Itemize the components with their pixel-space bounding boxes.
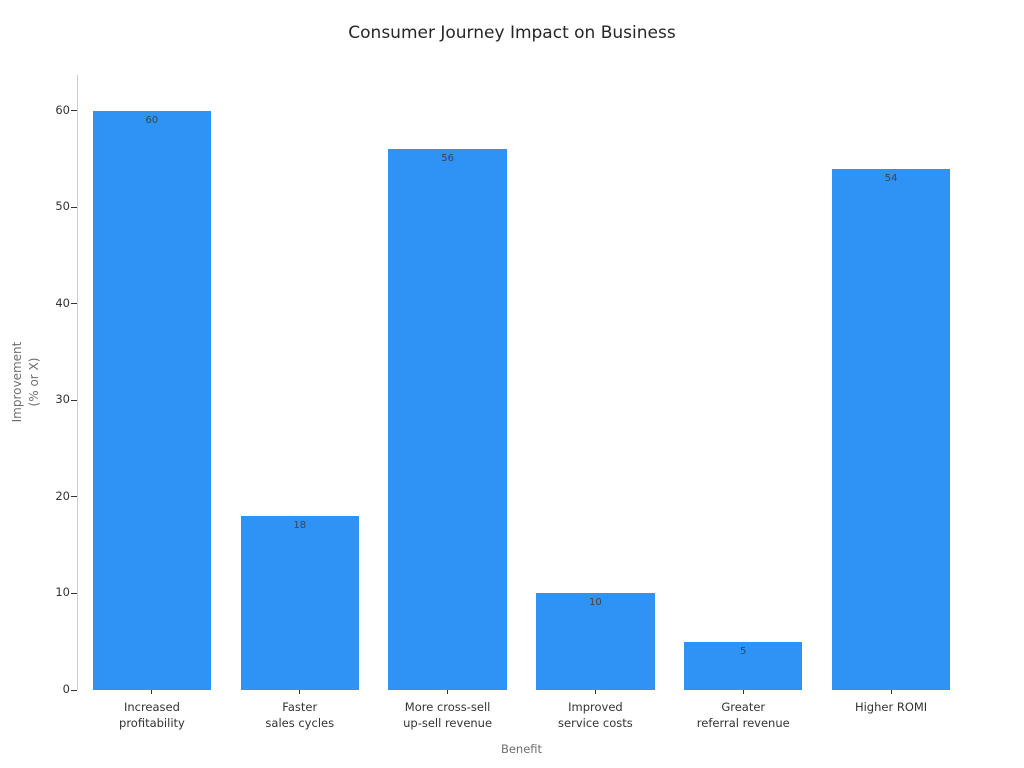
y-tick-mark [71,110,77,112]
x-tick-mark [447,690,449,694]
y-tick-mark [71,592,77,594]
y-tick-label: 40 [55,295,70,310]
bar-value-label: 10 [589,597,602,609]
bar-value-label: 56 [441,153,454,165]
y-tick-mark [71,689,77,691]
x-category-label: Increased profitability [67,700,237,731]
x-category-label-line: referral revenue [696,715,790,730]
x-category-label: Improved service costs [510,700,680,731]
bar [684,641,803,690]
x-category-label-line: sales cycles [265,715,335,730]
bar-value-label: 5 [740,645,747,657]
x-category-label-line: Increased [123,700,180,714]
x-category-label-line: Greater [721,700,766,714]
y-axis-label: Improvement (% or X) [9,342,43,423]
bar [831,168,951,690]
bar-value-label: 60 [145,114,159,126]
y-tick-label: 10 [55,585,70,600]
x-category-label-line: Higher ROMI [854,700,928,714]
x-category-label: Faster sales cycles [215,700,385,731]
x-category-label-line: Improved [568,700,623,714]
plot-area: 0 10 20 30 40 50 60 60 Increased profitability 18 F… [55,75,965,730]
x-category-label-line: Faster [282,700,318,714]
bar [388,149,507,690]
bar [536,593,655,690]
bar [92,110,212,690]
x-axis-label: Benefit [500,742,543,756]
x-category-label: Higher ROMI [806,700,976,716]
x-category-label-line: up-sell revenue [403,715,493,730]
bar-value-label: 54 [884,172,898,184]
y-axis-label-line1: Improvement [10,341,24,423]
x-category-label-line: profitability [119,715,185,730]
y-axis-label-line2: (% or X) [27,357,41,407]
y-tick-label: 20 [55,488,70,503]
y-tick-label: 50 [55,199,70,214]
y-tick-label: 30 [55,392,70,407]
x-tick-mark [299,690,301,694]
x-category-label: Greater referral revenue [658,700,828,731]
y-tick-mark [71,303,77,305]
x-category-label-line: More cross-sell [404,700,491,714]
chart-title: Consumer Journey Impact on Business [348,23,676,43]
y-tick-label: 0 [62,682,70,696]
x-tick-mark [151,690,153,694]
bar-value-label: 18 [293,520,307,532]
x-category-label: More cross-sell up-sell revenue [363,700,533,731]
bar [240,516,359,690]
y-tick-mark [71,206,77,208]
x-category-label-line: service costs [558,715,633,730]
x-tick-mark [742,690,744,694]
x-tick-mark [594,690,596,694]
y-tick-label: 60 [55,102,70,117]
y-tick-mark [71,399,77,401]
y-axis-line [77,75,78,690]
y-tick-mark [71,496,77,498]
x-tick-mark [890,690,892,694]
